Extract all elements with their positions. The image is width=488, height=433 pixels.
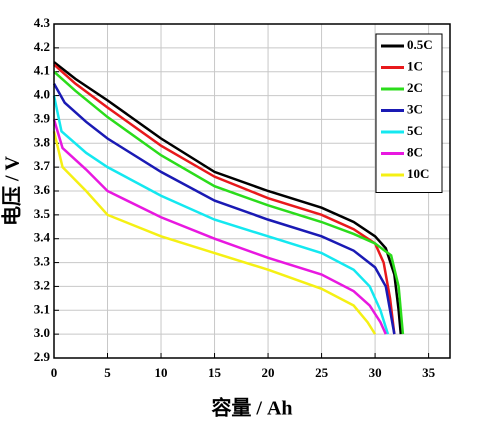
line-series bbox=[52, 95, 390, 335]
line-series bbox=[53, 63, 396, 335]
x-tick-label: 15 bbox=[208, 365, 222, 380]
x-tick-label: 5 bbox=[104, 365, 111, 380]
legend-label: 5C bbox=[407, 123, 423, 138]
line-series bbox=[52, 119, 387, 335]
x-tick-label: 0 bbox=[51, 365, 58, 380]
y-tick-label: 3.3 bbox=[34, 254, 51, 269]
y-tick-label: 3.6 bbox=[34, 182, 51, 197]
y-tick-label: 3.2 bbox=[34, 277, 50, 292]
line-series bbox=[53, 61, 403, 335]
legend-label: 0.5C bbox=[407, 37, 433, 52]
x-tick-label: 10 bbox=[155, 365, 168, 380]
y-axis-label: 电压 / V bbox=[1, 155, 24, 226]
legend-box bbox=[375, 33, 443, 193]
x-axis-label: 容量 / Ah bbox=[211, 396, 292, 420]
y-tick-label: 4.2 bbox=[34, 39, 50, 54]
y-tick-label: 3.7 bbox=[34, 158, 51, 173]
y-tick-label: 4.0 bbox=[34, 87, 50, 102]
legend-label: 8C bbox=[407, 144, 423, 159]
legend-label: 2C bbox=[407, 80, 423, 95]
y-tick-label: 3.1 bbox=[34, 301, 50, 316]
y-tick-label: 3.9 bbox=[34, 110, 51, 125]
x-tick-label: 20 bbox=[262, 365, 275, 380]
y-tick-label: 4.1 bbox=[34, 63, 50, 78]
plot-frame bbox=[53, 23, 451, 359]
y-tick-label: 3.8 bbox=[34, 134, 51, 149]
x-tick-label: 35 bbox=[422, 365, 436, 380]
line-series bbox=[53, 70, 405, 335]
legend-label: 10C bbox=[407, 166, 429, 181]
y-tick-label: 3.5 bbox=[34, 206, 51, 221]
x-tick-label: 25 bbox=[315, 365, 329, 380]
legend-label: 3C bbox=[407, 101, 423, 116]
line-series bbox=[52, 131, 377, 335]
y-tick-label: 4.3 bbox=[34, 15, 51, 30]
y-tick-label: 3.4 bbox=[34, 230, 51, 245]
x-tick-label: 30 bbox=[369, 365, 382, 380]
y-tick-label: 3.0 bbox=[34, 325, 50, 340]
y-tick-label: 2.9 bbox=[34, 349, 51, 364]
legend-label: 1C bbox=[407, 58, 423, 73]
line-series bbox=[52, 83, 396, 335]
